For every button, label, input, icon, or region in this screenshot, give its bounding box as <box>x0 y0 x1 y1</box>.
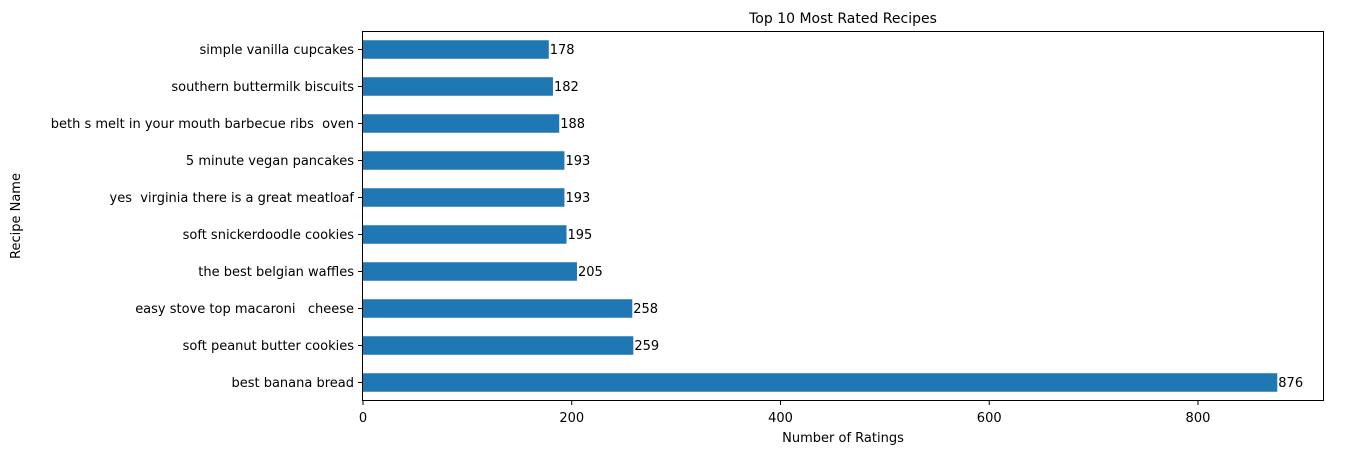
bars-group <box>363 40 1278 392</box>
y-tick-label: beth s melt in your mouth barbecue ribs … <box>51 117 354 132</box>
bar-value-label: 182 <box>554 80 579 95</box>
bar <box>363 299 633 318</box>
x-tick-label: 0 <box>359 411 367 426</box>
bar-value-label: 259 <box>634 339 659 354</box>
bar <box>363 336 634 355</box>
bar-value-label: 195 <box>568 228 593 243</box>
bar <box>363 225 567 244</box>
bar-value-labels: 876 259 258 205 195 193 193 188 182 178 <box>550 43 1303 391</box>
bar <box>363 114 560 133</box>
y-axis-label: Recipe Name <box>9 173 24 259</box>
bar <box>363 188 565 207</box>
bar-value-label: 193 <box>565 154 590 169</box>
bar-value-label: 205 <box>578 265 603 280</box>
y-axis-ticks: best banana bread soft peanut butter cook… <box>51 43 363 391</box>
x-tick-label: 600 <box>977 411 1002 426</box>
bar-value-label: 193 <box>565 191 590 206</box>
x-tick-label: 400 <box>768 411 793 426</box>
y-tick-label: simple vanilla cupcakes <box>200 43 355 58</box>
y-tick-label: yes virginia there is a great meatloaf <box>110 191 355 206</box>
y-tick-label: easy stove top macaroni cheese <box>135 302 354 317</box>
bar-value-label: 876 <box>1278 376 1303 391</box>
x-tick-label: 200 <box>559 411 584 426</box>
y-tick-label: best banana bread <box>231 376 354 391</box>
bar-value-label: 188 <box>560 117 585 132</box>
y-tick-label: 5 minute vegan pancakes <box>186 154 354 169</box>
bar <box>363 151 565 170</box>
bar-value-label: 178 <box>550 43 575 58</box>
plot-frame <box>362 31 1324 401</box>
y-tick-label: southern buttermilk biscuits <box>171 80 354 95</box>
bar <box>363 40 549 59</box>
bar-value-label: 258 <box>633 302 658 317</box>
bar <box>363 77 553 96</box>
y-tick-label: the best belgian waffles <box>198 265 354 280</box>
y-tick-label: soft snickerdoodle cookies <box>183 228 355 243</box>
bar <box>363 373 1278 392</box>
x-axis-label: Number of Ratings <box>782 431 904 446</box>
x-axis-ticks: 0 200 400 600 800 <box>359 400 1211 426</box>
chart-title: Top 10 Most Rated Recipes <box>748 11 937 27</box>
bar <box>363 262 577 281</box>
x-tick-label: 800 <box>1186 411 1211 426</box>
y-tick-label: soft peanut butter cookies <box>183 339 355 354</box>
